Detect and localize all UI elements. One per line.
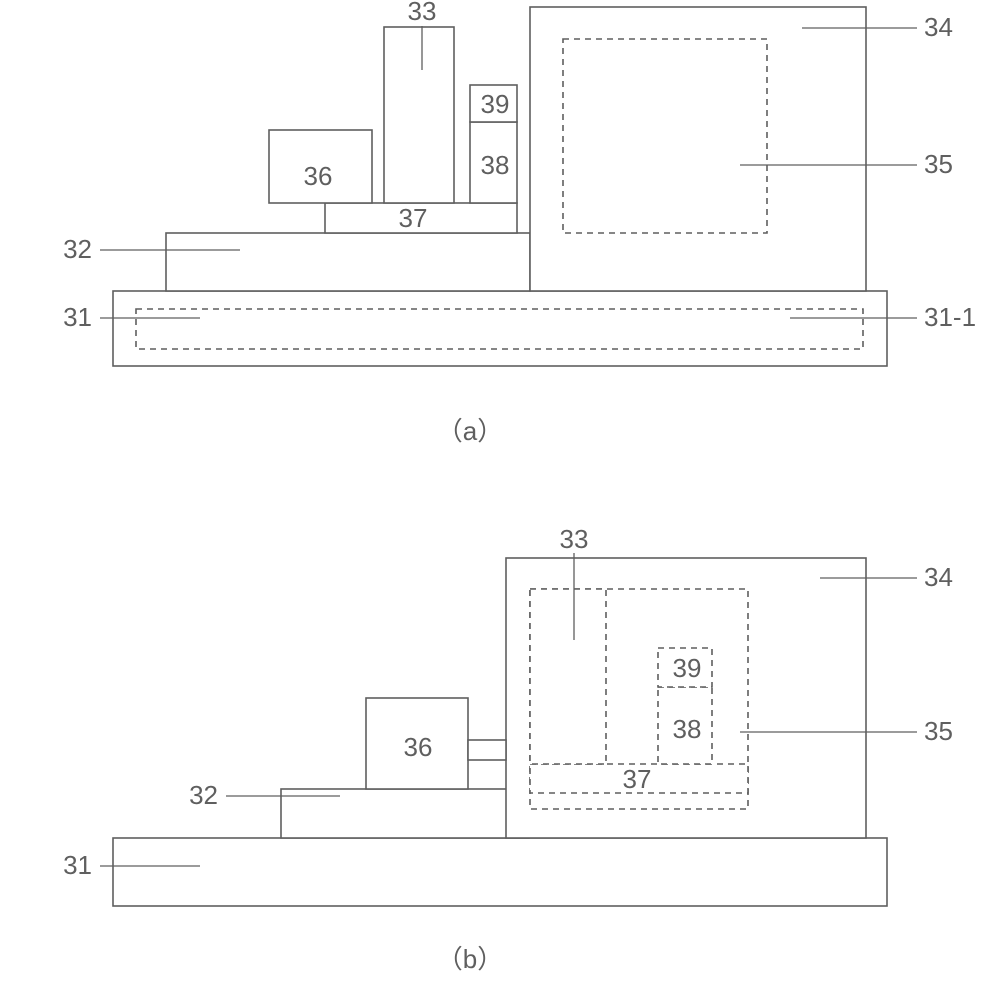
label-34: 34 (924, 562, 953, 592)
label-36: 36 (404, 732, 433, 762)
caption: （a） (437, 416, 503, 446)
label-31-1: 31-1 (924, 302, 976, 332)
shape-block_35 (563, 39, 767, 233)
label-37: 37 (399, 203, 428, 233)
label-33: 33 (408, 0, 437, 26)
label-33: 33 (560, 524, 589, 554)
label-31: 31 (63, 850, 92, 880)
label-38: 38 (673, 714, 702, 744)
shape-block_33 (530, 589, 606, 764)
label-38: 38 (481, 150, 510, 180)
caption: （b） (437, 944, 503, 974)
label-37: 37 (623, 764, 652, 794)
label-34: 34 (924, 12, 953, 42)
shape-base_31 (113, 838, 887, 906)
label-35: 35 (924, 716, 953, 746)
label-39: 39 (673, 653, 702, 683)
label-35: 35 (924, 149, 953, 179)
label-32: 32 (189, 780, 218, 810)
label-36: 36 (304, 161, 333, 191)
shape-conn_36 (468, 740, 506, 760)
label-32: 32 (63, 234, 92, 264)
label-31: 31 (63, 302, 92, 332)
shape-block_33 (384, 27, 454, 203)
shape-block_32 (166, 233, 530, 291)
diagram-canvas: 31 32 33 34 35 36 37 38 39 31-1 （a） 31 32 33 34 35 36 37 3… (0, 0, 993, 1000)
label-39: 39 (481, 89, 510, 119)
page: 31 32 33 34 35 36 37 38 39 31-1 （a） 31 32 33 34 35 36 37 3… (0, 0, 993, 1000)
shape-inner_31_1 (136, 309, 863, 349)
